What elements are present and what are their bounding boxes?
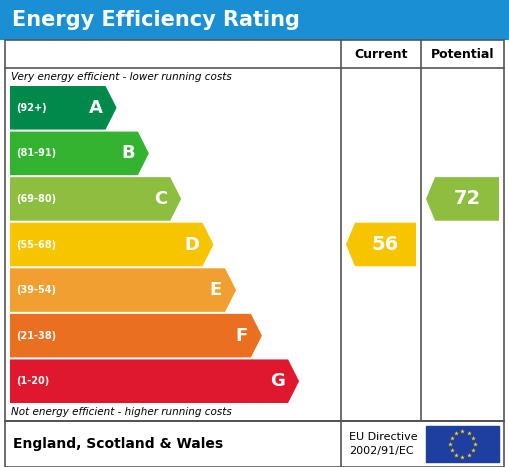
Text: (1-20): (1-20) [16,376,49,386]
Text: Potential: Potential [431,48,494,61]
Bar [0,0,509,40]
Polygon shape [10,314,262,357]
Polygon shape [10,223,213,266]
Text: (92+): (92+) [16,103,47,113]
Bar [5,421,504,467]
Bar [5,40,504,421]
Text: 72: 72 [454,190,480,208]
Polygon shape [426,177,499,221]
Text: E: E [210,281,222,299]
Text: Energy Efficiency Rating: Energy Efficiency Rating [12,10,300,30]
Text: EU Directive
2002/91/EC: EU Directive 2002/91/EC [349,432,417,456]
Polygon shape [346,223,416,266]
Text: (69-80): (69-80) [16,194,56,204]
Text: G: G [270,372,285,390]
Text: 56: 56 [372,235,399,254]
Text: Very energy efficient - lower running costs: Very energy efficient - lower running co… [11,72,232,82]
Polygon shape [10,86,117,129]
Polygon shape [10,177,181,221]
Text: (39-54): (39-54) [16,285,56,295]
Text: Current: Current [354,48,408,61]
Text: F: F [236,326,248,345]
Text: B: B [121,144,135,163]
Polygon shape [10,268,236,312]
Text: (55-68): (55-68) [16,240,56,249]
Polygon shape [10,360,299,403]
Polygon shape [10,132,149,175]
Bar [426,426,499,462]
Text: D: D [184,235,200,254]
Text: England, Scotland & Wales: England, Scotland & Wales [13,437,223,451]
Text: (21-38): (21-38) [16,331,56,340]
Text: C: C [154,190,167,208]
Text: (81-91): (81-91) [16,149,56,158]
Text: Not energy efficient - higher running costs: Not energy efficient - higher running co… [11,407,232,417]
Text: A: A [89,99,103,117]
